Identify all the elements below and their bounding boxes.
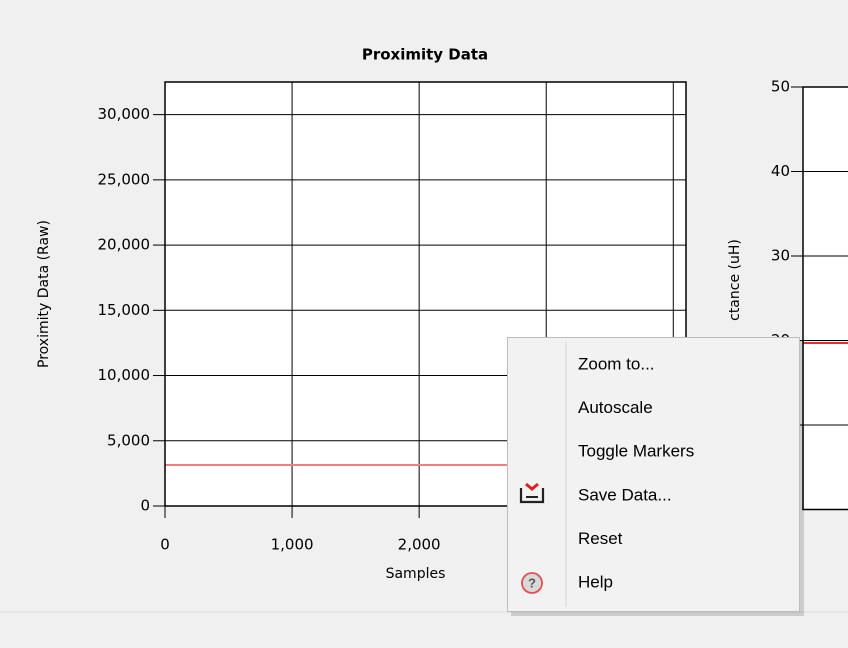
chart: ctance (uH)1020304050 [727, 78, 848, 511]
x-tick-label: 0 [160, 536, 170, 554]
status-area [0, 612, 848, 648]
menu-box [507, 337, 800, 612]
menu-item[interactable]: Autoscale [578, 398, 653, 417]
y-tick-label: 0 [140, 497, 150, 515]
menu-item[interactable]: Reset [578, 529, 623, 548]
y-tick-label: 5,000 [107, 431, 150, 449]
x-axis-label: Samples [386, 566, 446, 582]
plot-area [803, 87, 848, 510]
y-tick-label: 10,000 [98, 366, 151, 384]
x-tick-label: 1,000 [271, 536, 314, 554]
menu-item[interactable]: Toggle Markers [578, 442, 694, 461]
y-tick-label: 30 [771, 247, 790, 265]
menu-item[interactable]: Zoom to... [578, 354, 655, 373]
save-icon [519, 482, 545, 504]
y-tick-label: 25,000 [98, 170, 151, 188]
y-tick-label: 30,000 [98, 105, 151, 123]
plot-border [802, 86, 848, 511]
y-tick-label: 20,000 [98, 236, 151, 254]
chart: Proximity Data Proximity Data (Raw) Sample… [36, 46, 687, 582]
svg-text:?: ? [528, 575, 536, 590]
charts: Proximity Data Proximity Data (Raw) Sample… [36, 46, 848, 582]
y-tick-label: 40 [771, 162, 790, 180]
y-tick-label: 15,000 [98, 301, 151, 319]
menu-item[interactable]: Help [578, 572, 613, 591]
menu-item[interactable]: Save Data... [578, 485, 672, 504]
y-axis-label: Proximity Data (Raw) [36, 220, 52, 368]
x-tick-label: 2,000 [398, 536, 441, 554]
y-axis-label: ctance (uH) [727, 239, 743, 321]
context-menu: ? Zoom to... Autoscale Toggle Markers Save … [507, 337, 804, 616]
y-tick-label: 50 [771, 78, 790, 96]
chart-title: Proximity Data [362, 46, 488, 64]
plot-border [164, 81, 687, 507]
help-icon: ? [521, 572, 543, 594]
